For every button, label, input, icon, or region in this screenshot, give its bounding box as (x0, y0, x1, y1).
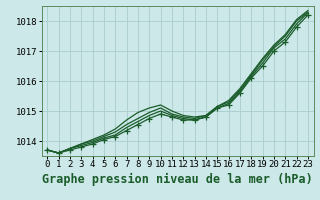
X-axis label: Graphe pression niveau de la mer (hPa): Graphe pression niveau de la mer (hPa) (42, 173, 313, 186)
